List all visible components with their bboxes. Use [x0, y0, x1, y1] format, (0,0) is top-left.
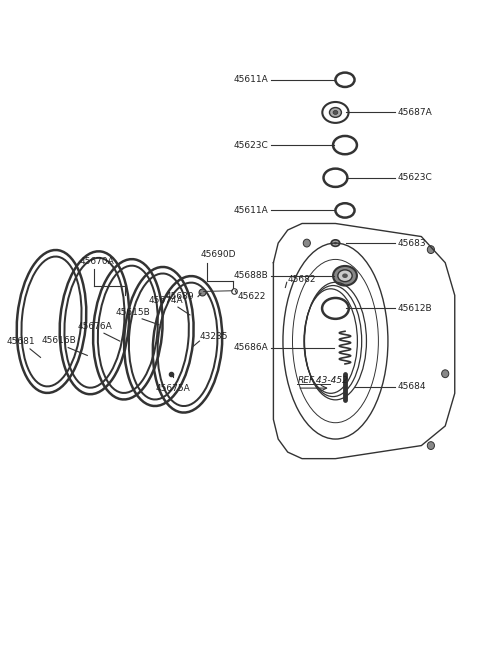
Text: 45676A: 45676A [77, 322, 112, 331]
Ellipse shape [333, 110, 338, 114]
Text: 45683: 45683 [397, 239, 426, 247]
Text: 45687A: 45687A [397, 108, 432, 117]
Ellipse shape [427, 246, 434, 253]
Text: 45681: 45681 [6, 337, 35, 346]
Ellipse shape [338, 270, 352, 281]
Text: 45622: 45622 [238, 292, 266, 301]
Text: 45612B: 45612B [397, 304, 432, 313]
Text: 45670A: 45670A [80, 257, 114, 266]
Text: 45682: 45682 [288, 274, 316, 283]
Text: 45616B: 45616B [41, 336, 76, 345]
Ellipse shape [427, 441, 434, 449]
Ellipse shape [342, 274, 348, 278]
Ellipse shape [333, 266, 357, 285]
Text: 45688B: 45688B [234, 271, 269, 280]
Text: 45611A: 45611A [234, 75, 269, 84]
Text: 45623C: 45623C [397, 173, 432, 182]
Text: 45690D: 45690D [201, 251, 236, 259]
Text: 43235: 43235 [199, 332, 228, 341]
Ellipse shape [331, 240, 340, 247]
Text: 45686A: 45686A [234, 343, 269, 352]
Ellipse shape [329, 108, 341, 117]
Text: REF.43-452: REF.43-452 [297, 376, 348, 385]
Ellipse shape [334, 242, 337, 245]
Text: 45623C: 45623C [234, 140, 269, 150]
Text: 45674A: 45674A [149, 296, 183, 305]
Ellipse shape [442, 370, 449, 378]
Text: 45689: 45689 [166, 292, 195, 301]
Text: 45611A: 45611A [234, 206, 269, 215]
Text: 45684: 45684 [397, 382, 426, 391]
Ellipse shape [303, 239, 311, 247]
Text: 45615B: 45615B [115, 308, 150, 317]
Text: 45675A: 45675A [156, 384, 191, 392]
